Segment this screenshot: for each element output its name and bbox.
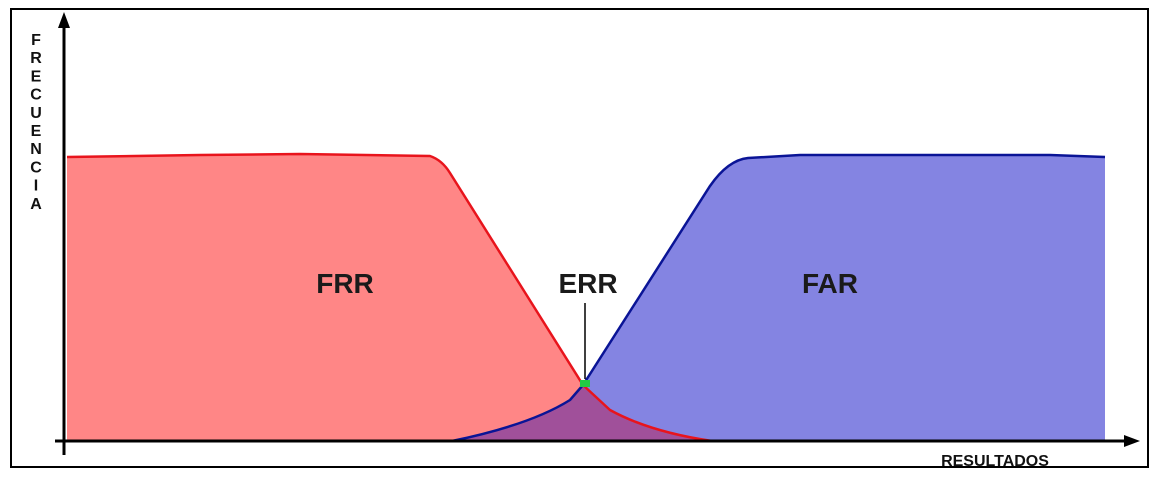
y-axis-letter: C: [30, 159, 42, 176]
y-axis-letter: C: [30, 87, 42, 104]
y-axis-letter: R: [30, 50, 42, 67]
y-axis-letter: A: [30, 196, 42, 213]
far-curve: [451, 153, 1106, 443]
y-axis-letter: E: [31, 123, 42, 140]
x-axis-arrow: [1124, 435, 1140, 447]
y-axis-letter: I: [34, 178, 38, 195]
y-axis-arrow: [58, 12, 70, 28]
frr-label: FRR: [316, 268, 374, 299]
far-label: FAR: [802, 268, 858, 299]
far-area: [583, 155, 1105, 441]
y-axis-letter: E: [31, 68, 42, 85]
err-label: ERR: [558, 268, 617, 299]
x-axis-label: RESULTADOS: [941, 453, 1049, 470]
y-axis-letter: U: [30, 105, 42, 122]
y-axis-letter: N: [30, 141, 42, 158]
err-marker: [580, 380, 590, 387]
frr-area: [67, 154, 712, 441]
y-axis-letter: F: [31, 32, 41, 49]
